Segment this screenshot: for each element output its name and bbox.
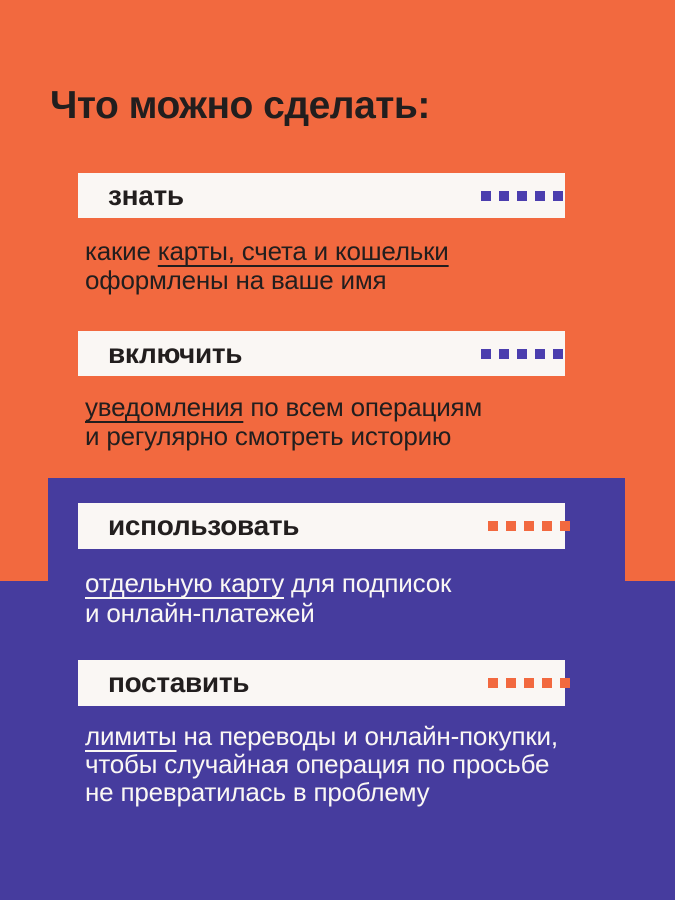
body-line: и регулярно смотреть историю [85, 422, 482, 451]
body-line: чтобы случайная операция по просьбе [85, 750, 558, 778]
square-dot-icon [553, 190, 563, 201]
square-dot-icon [560, 678, 570, 688]
square-dot-icon [524, 521, 534, 531]
square-dot-icon [506, 521, 516, 531]
square-dot-icon [488, 521, 498, 531]
underlined-text: уведомления [85, 392, 244, 422]
description-vklyuchit: уведомления по всем операциям и регулярн… [85, 393, 482, 451]
body-line: не превратилась в проблему [85, 778, 558, 806]
underlined-text: отдельную карту [85, 568, 284, 598]
square-dot-icon [488, 678, 498, 688]
square-dot-icon [517, 190, 527, 201]
banner-znat-label: знать [108, 179, 184, 211]
banner-ispolzovat-label: использовать [108, 510, 300, 541]
square-dot-icon [506, 678, 516, 688]
line-text: какие [85, 236, 158, 266]
dots-row [488, 521, 570, 531]
banner-znat: знать [78, 173, 565, 218]
square-dot-icon [499, 190, 509, 201]
square-dot-icon [560, 521, 570, 531]
banner-postavit-label: поставить [108, 667, 250, 698]
line-text: и онлайн-платежей [85, 598, 315, 628]
dots-row [481, 190, 563, 201]
square-dot-icon [481, 348, 491, 359]
square-dot-icon [524, 678, 534, 688]
description-znat: какие карты, счета и кошельки оформлены … [85, 237, 449, 295]
purple-bottom-background [0, 581, 675, 900]
line-text: на переводы и онлайн-покупки, [176, 721, 559, 751]
line-text: для подписок [284, 568, 452, 598]
line-text: оформлены на ваше имя [85, 265, 387, 295]
banner-postavit: поставить [78, 660, 570, 706]
body-line: лимиты на переводы и онлайн-покупки, [85, 722, 558, 750]
square-dot-icon [542, 521, 552, 531]
line-text: и регулярно смотреть историю [85, 421, 452, 451]
line-text: по всем операциям [243, 392, 483, 422]
square-dot-icon [499, 348, 509, 359]
underlined-text: лимиты [85, 721, 177, 751]
description-ispolzovat: отдельную карту для подписок и онлайн-пл… [85, 568, 451, 628]
square-dot-icon [481, 190, 491, 201]
banner-ispolzovat: использовать [78, 503, 570, 549]
square-dot-icon [535, 348, 545, 359]
dots-row [481, 348, 563, 359]
body-line: отдельную карту для подписок [85, 568, 451, 598]
description-postavit: лимиты на переводы и онлайн-покупки, что… [85, 722, 558, 806]
page-title: Что можно сделать: [50, 84, 430, 127]
body-line: и онлайн-платежей [85, 598, 451, 628]
square-dot-icon [535, 190, 545, 201]
square-dot-icon [553, 348, 563, 359]
underlined-text: карты, счета и кошельки [157, 236, 449, 266]
dots-row [488, 678, 570, 688]
square-dot-icon [517, 348, 527, 359]
line-text: не превратилась в проблему [85, 777, 430, 807]
body-line: какие карты, счета и кошельки [85, 237, 449, 266]
body-line: оформлены на ваше имя [85, 266, 449, 295]
banner-vklyuchit: включить [78, 331, 565, 376]
body-line: уведомления по всем операциям [85, 393, 482, 422]
square-dot-icon [542, 678, 552, 688]
banner-vklyuchit-label: включить [108, 337, 243, 369]
line-text: чтобы случайная операция по просьбе [85, 749, 550, 779]
